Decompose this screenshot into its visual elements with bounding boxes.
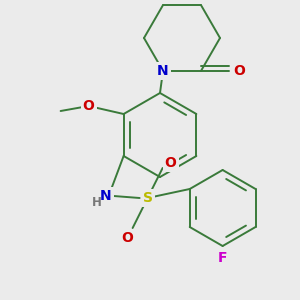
Text: O: O	[233, 64, 245, 78]
Text: S: S	[142, 191, 153, 205]
Text: N: N	[157, 64, 169, 78]
Text: F: F	[218, 251, 227, 265]
Text: O: O	[122, 231, 134, 245]
Text: O: O	[165, 156, 177, 170]
Text: H: H	[92, 196, 102, 209]
Text: O: O	[83, 99, 94, 113]
Text: N: N	[100, 189, 111, 203]
